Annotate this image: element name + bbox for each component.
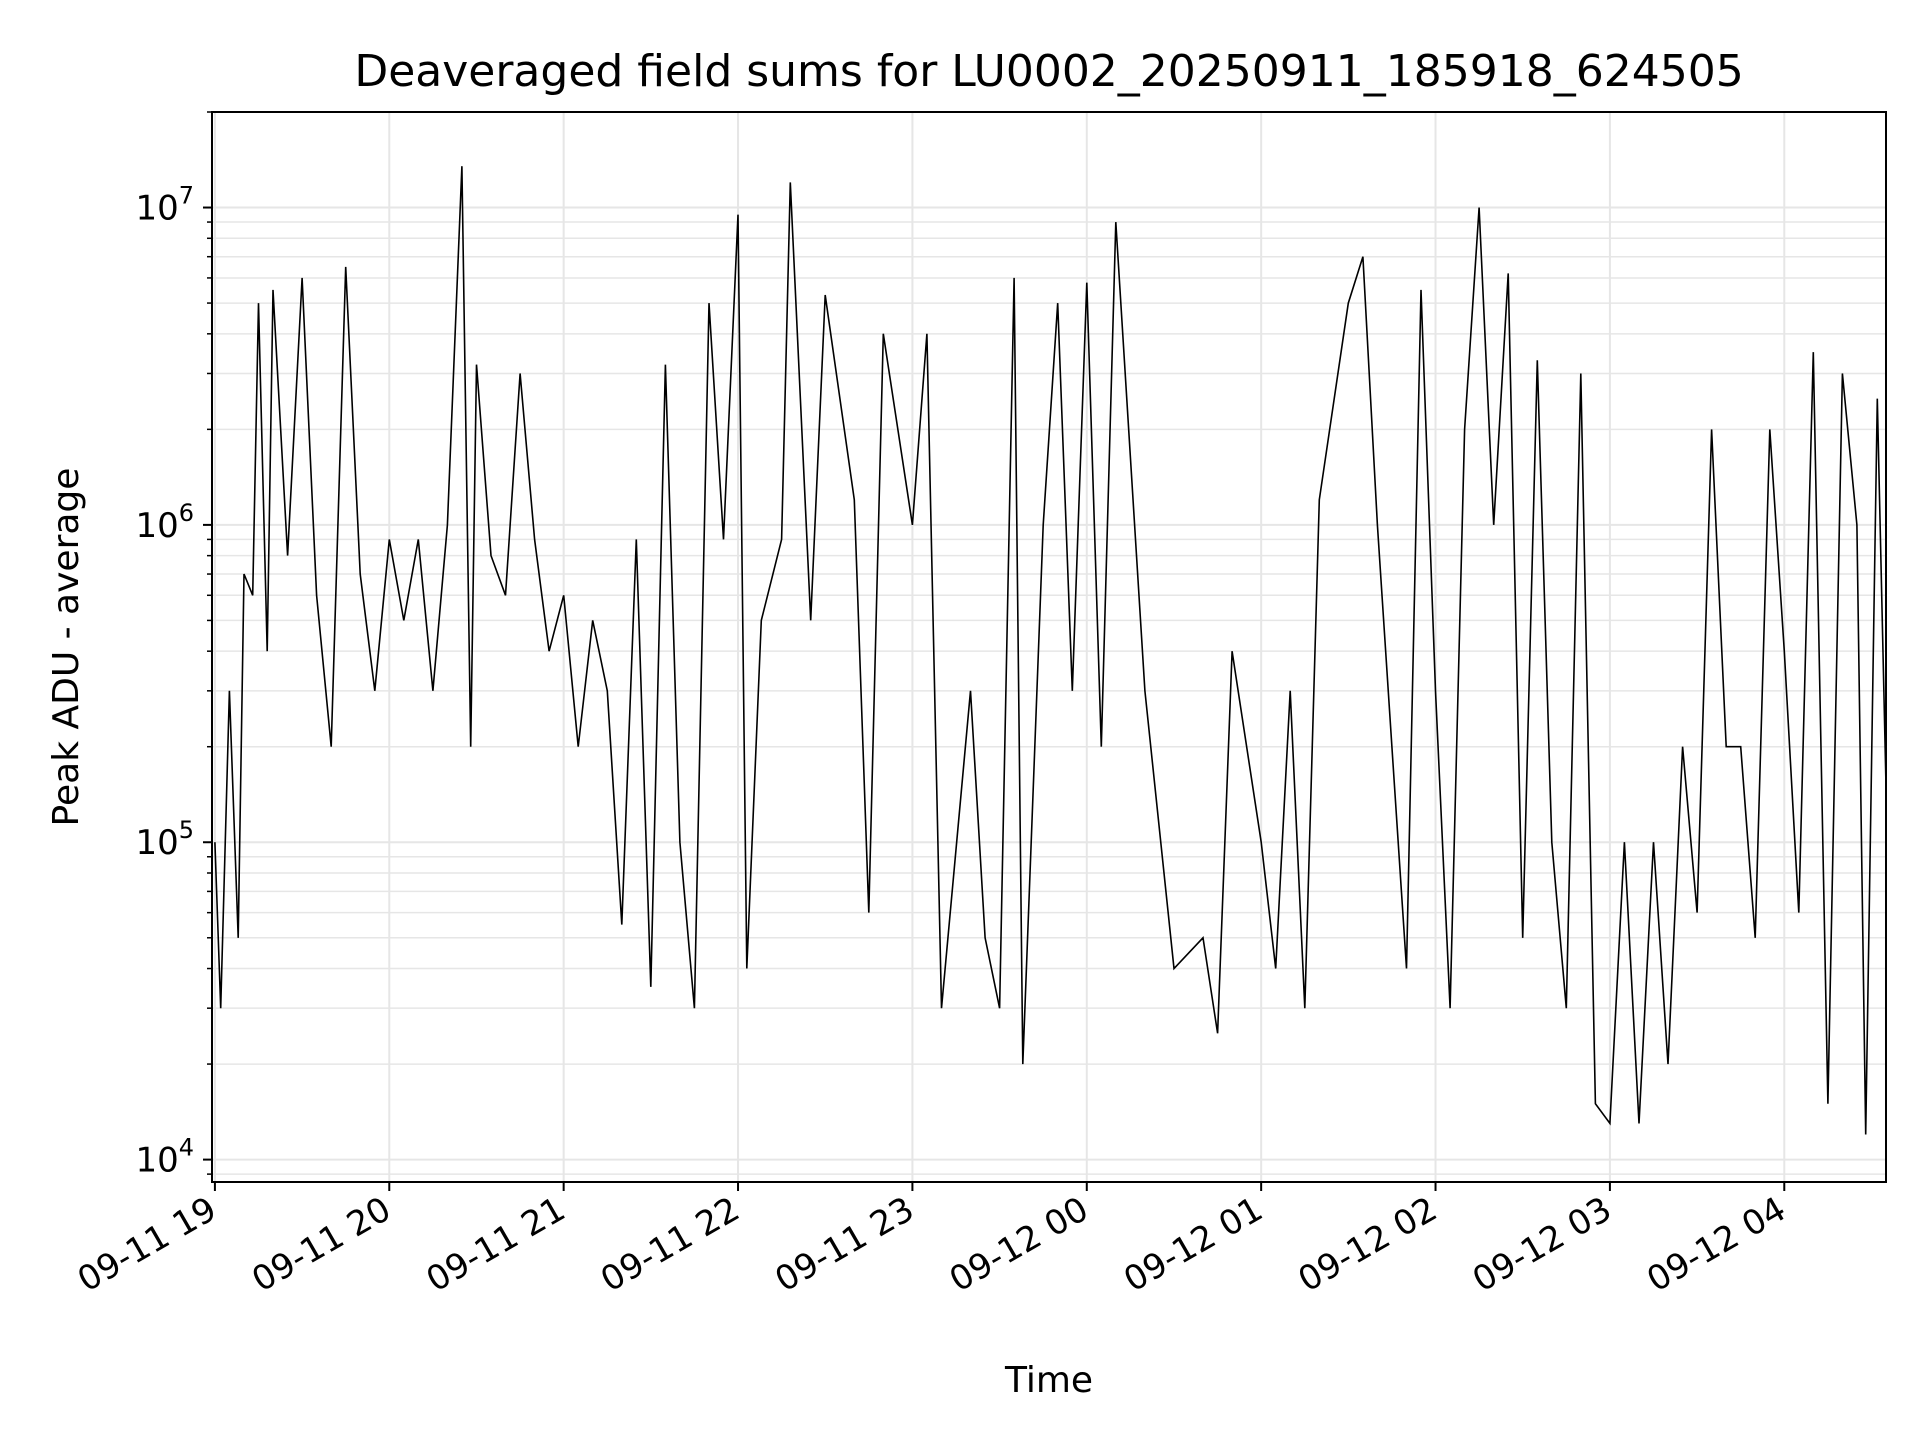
y-axis-label: Peak ADU - average — [46, 468, 87, 827]
y-tick-label: 106 — [135, 499, 194, 546]
x-axis-label: Time — [1004, 1360, 1093, 1401]
series-layer — [214, 166, 1887, 1135]
series-line — [214, 166, 1887, 1135]
y-tick-label: 105 — [135, 816, 194, 863]
y-tick-label: 104 — [135, 1134, 194, 1181]
y-tick-label: 107 — [135, 182, 194, 229]
plot-frame — [211, 111, 1887, 1183]
grid-lines — [212, 111, 1886, 1182]
chart-title: Deaveraged field sums for LU0002_2025091… — [354, 46, 1743, 97]
